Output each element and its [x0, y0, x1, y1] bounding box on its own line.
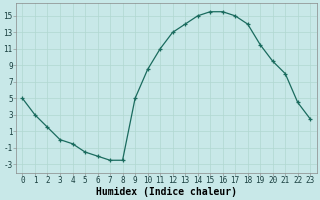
X-axis label: Humidex (Indice chaleur): Humidex (Indice chaleur)	[96, 186, 237, 197]
